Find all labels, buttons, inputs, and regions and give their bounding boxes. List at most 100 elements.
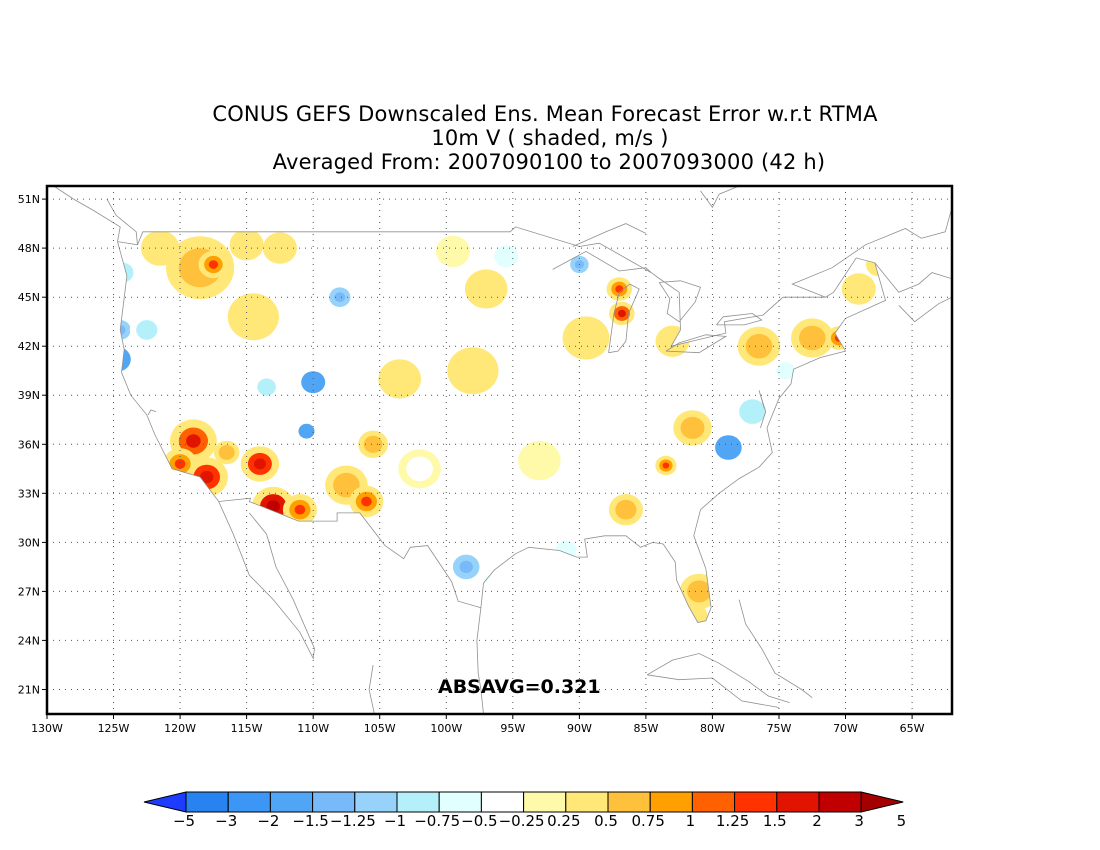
colorbar-label: 3	[854, 812, 864, 830]
colorbar-label: 5	[897, 812, 907, 830]
field-blob	[799, 325, 826, 351]
field-blob-core	[174, 459, 186, 469]
lon-tick-label: 110W	[297, 722, 329, 735]
field-blob	[526, 448, 553, 473]
field-blob	[236, 235, 258, 255]
field-blob-core	[253, 458, 266, 470]
field-blob	[615, 499, 637, 520]
lat-tick-label: 51N	[18, 193, 40, 206]
colorbar-label: −0.5	[461, 812, 497, 830]
field-blob-core	[208, 260, 219, 269]
field-blob-core	[307, 376, 320, 388]
field-blob	[269, 238, 291, 258]
lat-tick-label: 30N	[18, 536, 40, 549]
field-blob	[257, 378, 276, 396]
lon-tick-label: 90W	[567, 722, 592, 735]
lat-tick-label: 21N	[18, 684, 40, 697]
graticule	[47, 186, 952, 714]
colorbar-swatch	[269, 791, 314, 813]
lon-tick-label: 130W	[31, 722, 63, 735]
field-blob-core	[200, 470, 214, 484]
coastline-segment	[106, 198, 138, 245]
colorbar-swatch	[185, 791, 229, 813]
field-blob-core	[334, 292, 346, 303]
colorbar-label: −3	[215, 812, 237, 830]
field-blob-core	[294, 504, 306, 515]
lon-tick-label: 70W	[833, 722, 858, 735]
colorbar-label: 1.25	[716, 812, 749, 830]
field-blob	[776, 362, 795, 380]
title-line-2: 10m V ( shaded, m/s )	[431, 126, 669, 150]
colorbar-label: −1.5	[292, 812, 328, 830]
field-blob-core	[615, 285, 624, 293]
field-blob	[571, 324, 601, 352]
coastline-segment	[658, 280, 702, 323]
lon-tick-label: 115W	[231, 722, 263, 735]
field-blob	[456, 356, 489, 386]
colorbar-label: 0.25	[547, 812, 580, 830]
coastline-segment	[117, 226, 886, 623]
plot-frame	[45, 184, 954, 716]
colorbar-swatch	[227, 791, 271, 813]
coastline-segment	[552, 250, 652, 273]
field-blob-halo	[117, 339, 139, 379]
colorbar-label: 1.5	[763, 812, 787, 830]
lon-tick-label: 75W	[767, 722, 792, 735]
latitude-tick-labels: 21N 24N 27N 30N 33N 36N 39N 42N 45N 48N 51N	[18, 193, 47, 697]
field-blob-core	[361, 496, 372, 507]
field-blob	[148, 237, 173, 260]
lon-tick-label: 95W	[500, 722, 525, 735]
field-blob	[687, 580, 712, 603]
field-blob	[406, 456, 433, 482]
colorbar-swatch	[396, 791, 440, 813]
coastline-segment	[921, 186, 952, 239]
field-blob-core	[617, 309, 626, 318]
field-blob	[494, 245, 519, 268]
lat-tick-label: 39N	[18, 389, 40, 402]
colorbar-label: −0.75	[414, 812, 460, 830]
colorbar-swatch	[734, 791, 778, 813]
colorbar-label: 0.75	[631, 812, 664, 830]
field-blob	[136, 320, 158, 340]
lat-tick-label: 45N	[18, 291, 40, 304]
field-blob-core	[302, 427, 311, 435]
coastline-segment	[738, 599, 813, 699]
lon-tick-label: 125W	[98, 722, 130, 735]
coastline-segment	[758, 390, 767, 429]
colorbar-swatch	[649, 791, 693, 813]
coastline-segment	[646, 653, 790, 703]
colorbar-swatch	[312, 791, 356, 813]
colorbar-swatch	[776, 791, 820, 813]
field-blob	[442, 241, 464, 262]
colorbar-swatch	[523, 791, 567, 813]
field-blob	[472, 276, 500, 302]
field-blob	[333, 472, 360, 498]
field-blob-core	[186, 434, 201, 448]
coastline-segment	[572, 223, 647, 247]
coastline-segment	[218, 501, 315, 660]
field-blob-core	[459, 560, 473, 574]
field-blob	[848, 279, 870, 299]
coastline-segment	[476, 607, 484, 714]
lat-tick-label: 36N	[18, 438, 40, 451]
field-blob	[680, 416, 705, 439]
lat-tick-label: 33N	[18, 487, 40, 500]
lat-tick-label: 24N	[18, 634, 40, 647]
colorbar-label: −0.25	[499, 812, 545, 830]
field-blob	[363, 435, 383, 453]
field-blob	[745, 333, 773, 359]
coastline-segment	[791, 228, 922, 298]
coastline-segment	[608, 283, 640, 354]
lat-tick-label: 42N	[18, 340, 40, 353]
colorbar-label: 1	[686, 812, 696, 830]
field-blob	[386, 366, 414, 392]
coastline-segment	[147, 409, 157, 416]
coastline-segment	[368, 664, 375, 714]
colorbar: −5 −3 −2 −1.5 −1.25 −1 −0.75 −0.5 −0.25 0.25 0.5 0.…	[143, 791, 907, 830]
field-blob-core	[721, 441, 736, 454]
colorbar-swatch	[607, 791, 651, 813]
map-title: CONUS GEFS Downscaled Ens. Mean Forecast…	[0, 102, 1100, 174]
coastline-segment	[874, 262, 952, 293]
absavg-annotation: ABSAVG=0.321	[438, 676, 601, 698]
